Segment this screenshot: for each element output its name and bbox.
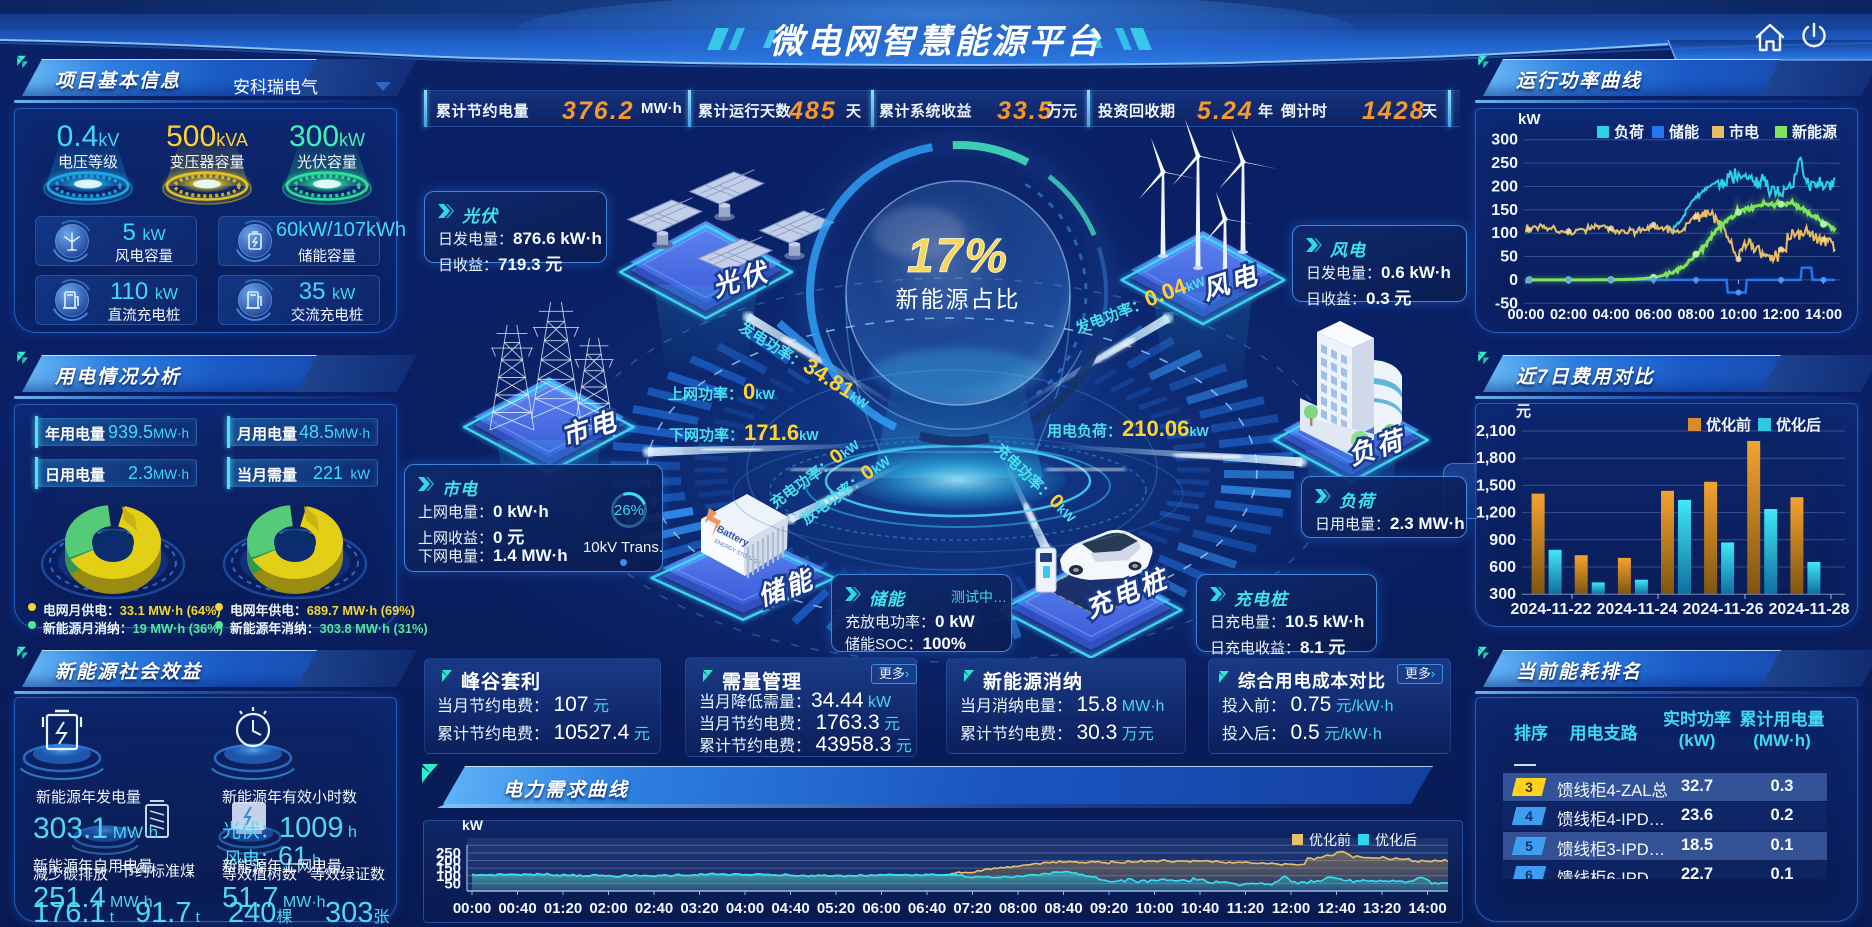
svg-text:02:40: 02:40 bbox=[635, 900, 673, 917]
svg-text:kW: kW bbox=[1518, 111, 1541, 128]
svg-text:负荷: 负荷 bbox=[1614, 123, 1644, 141]
svg-text:12:00: 12:00 bbox=[1272, 900, 1310, 917]
svg-text:优化后: 优化后 bbox=[1375, 832, 1417, 848]
svg-text:600: 600 bbox=[1489, 559, 1516, 576]
svg-text:新能源占比: 新能源占比 bbox=[896, 286, 1021, 312]
svg-text:250: 250 bbox=[436, 845, 461, 862]
svg-text:05:20: 05:20 bbox=[817, 900, 855, 917]
svg-text:00:00: 00:00 bbox=[453, 900, 491, 917]
svg-text:00:40: 00:40 bbox=[498, 900, 536, 917]
svg-text:2024-11-26: 2024-11-26 bbox=[1683, 601, 1764, 618]
svg-text:2024-11-28: 2024-11-28 bbox=[1769, 601, 1850, 618]
svg-text:10:40: 10:40 bbox=[1181, 900, 1219, 917]
svg-text:07:20: 07:20 bbox=[953, 900, 991, 917]
svg-text:00:00: 00:00 bbox=[1507, 307, 1544, 323]
svg-text:100: 100 bbox=[1491, 225, 1518, 242]
svg-text:150: 150 bbox=[436, 860, 461, 877]
svg-text:01:20: 01:20 bbox=[544, 900, 582, 917]
svg-text:03:20: 03:20 bbox=[680, 900, 718, 917]
svg-text:02:00: 02:00 bbox=[589, 900, 627, 917]
svg-text:14:00: 14:00 bbox=[1805, 307, 1842, 323]
svg-text:50: 50 bbox=[1500, 249, 1518, 266]
svg-text:200: 200 bbox=[436, 853, 461, 870]
svg-text:04:00: 04:00 bbox=[726, 900, 764, 917]
svg-text:2024-11-24: 2024-11-24 bbox=[1597, 601, 1678, 618]
svg-text:新能源: 新能源 bbox=[1792, 123, 1837, 141]
svg-text:1,500: 1,500 bbox=[1476, 477, 1516, 494]
svg-text:10:00: 10:00 bbox=[1720, 307, 1757, 323]
svg-text:04:40: 04:40 bbox=[771, 900, 809, 917]
svg-text:250: 250 bbox=[1491, 155, 1518, 172]
svg-text:09:20: 09:20 bbox=[1090, 900, 1128, 917]
svg-text:优化后: 优化后 bbox=[1776, 416, 1821, 434]
svg-text:13:20: 13:20 bbox=[1363, 900, 1401, 917]
svg-text:1,800: 1,800 bbox=[1476, 450, 1516, 467]
svg-text:kW: kW bbox=[462, 817, 484, 833]
svg-text:储能: 储能 bbox=[1669, 123, 1699, 141]
svg-text:-50: -50 bbox=[1495, 295, 1518, 312]
svg-text:02:00: 02:00 bbox=[1550, 307, 1587, 323]
svg-text:2,100: 2,100 bbox=[1476, 423, 1516, 440]
svg-text:10:00: 10:00 bbox=[1135, 900, 1173, 917]
svg-text:0: 0 bbox=[1509, 272, 1518, 289]
svg-text:08:00: 08:00 bbox=[1677, 307, 1714, 323]
svg-text:04:00: 04:00 bbox=[1592, 307, 1629, 323]
svg-text:06:40: 06:40 bbox=[908, 900, 946, 917]
svg-text:200: 200 bbox=[1491, 179, 1518, 196]
svg-text:12:00: 12:00 bbox=[1762, 307, 1799, 323]
svg-text:300: 300 bbox=[1489, 586, 1516, 603]
svg-text:14:00: 14:00 bbox=[1408, 900, 1446, 917]
svg-text:08:00: 08:00 bbox=[999, 900, 1037, 917]
svg-text:11:20: 11:20 bbox=[1227, 900, 1265, 917]
svg-text:08:40: 08:40 bbox=[1044, 900, 1082, 917]
svg-text:06:00: 06:00 bbox=[1635, 307, 1672, 323]
svg-text:元: 元 bbox=[1516, 403, 1531, 420]
svg-text:900: 900 bbox=[1489, 532, 1516, 549]
svg-text:150: 150 bbox=[1491, 202, 1518, 219]
svg-text:2024-11-22: 2024-11-22 bbox=[1511, 601, 1592, 618]
svg-text:微电网智慧能源平台: 微电网智慧能源平台 bbox=[770, 23, 1103, 61]
svg-text:300: 300 bbox=[1491, 132, 1518, 149]
svg-text:50: 50 bbox=[444, 875, 461, 892]
svg-text:市电: 市电 bbox=[1729, 123, 1759, 141]
svg-text:优化前: 优化前 bbox=[1706, 416, 1751, 434]
svg-text:优化前: 优化前 bbox=[1309, 832, 1351, 848]
svg-text:12:40: 12:40 bbox=[1317, 900, 1355, 917]
svg-text:17%: 17% bbox=[907, 230, 1009, 283]
svg-text:06:00: 06:00 bbox=[862, 900, 900, 917]
svg-text:100: 100 bbox=[436, 868, 461, 885]
svg-text:1,200: 1,200 bbox=[1476, 505, 1516, 522]
